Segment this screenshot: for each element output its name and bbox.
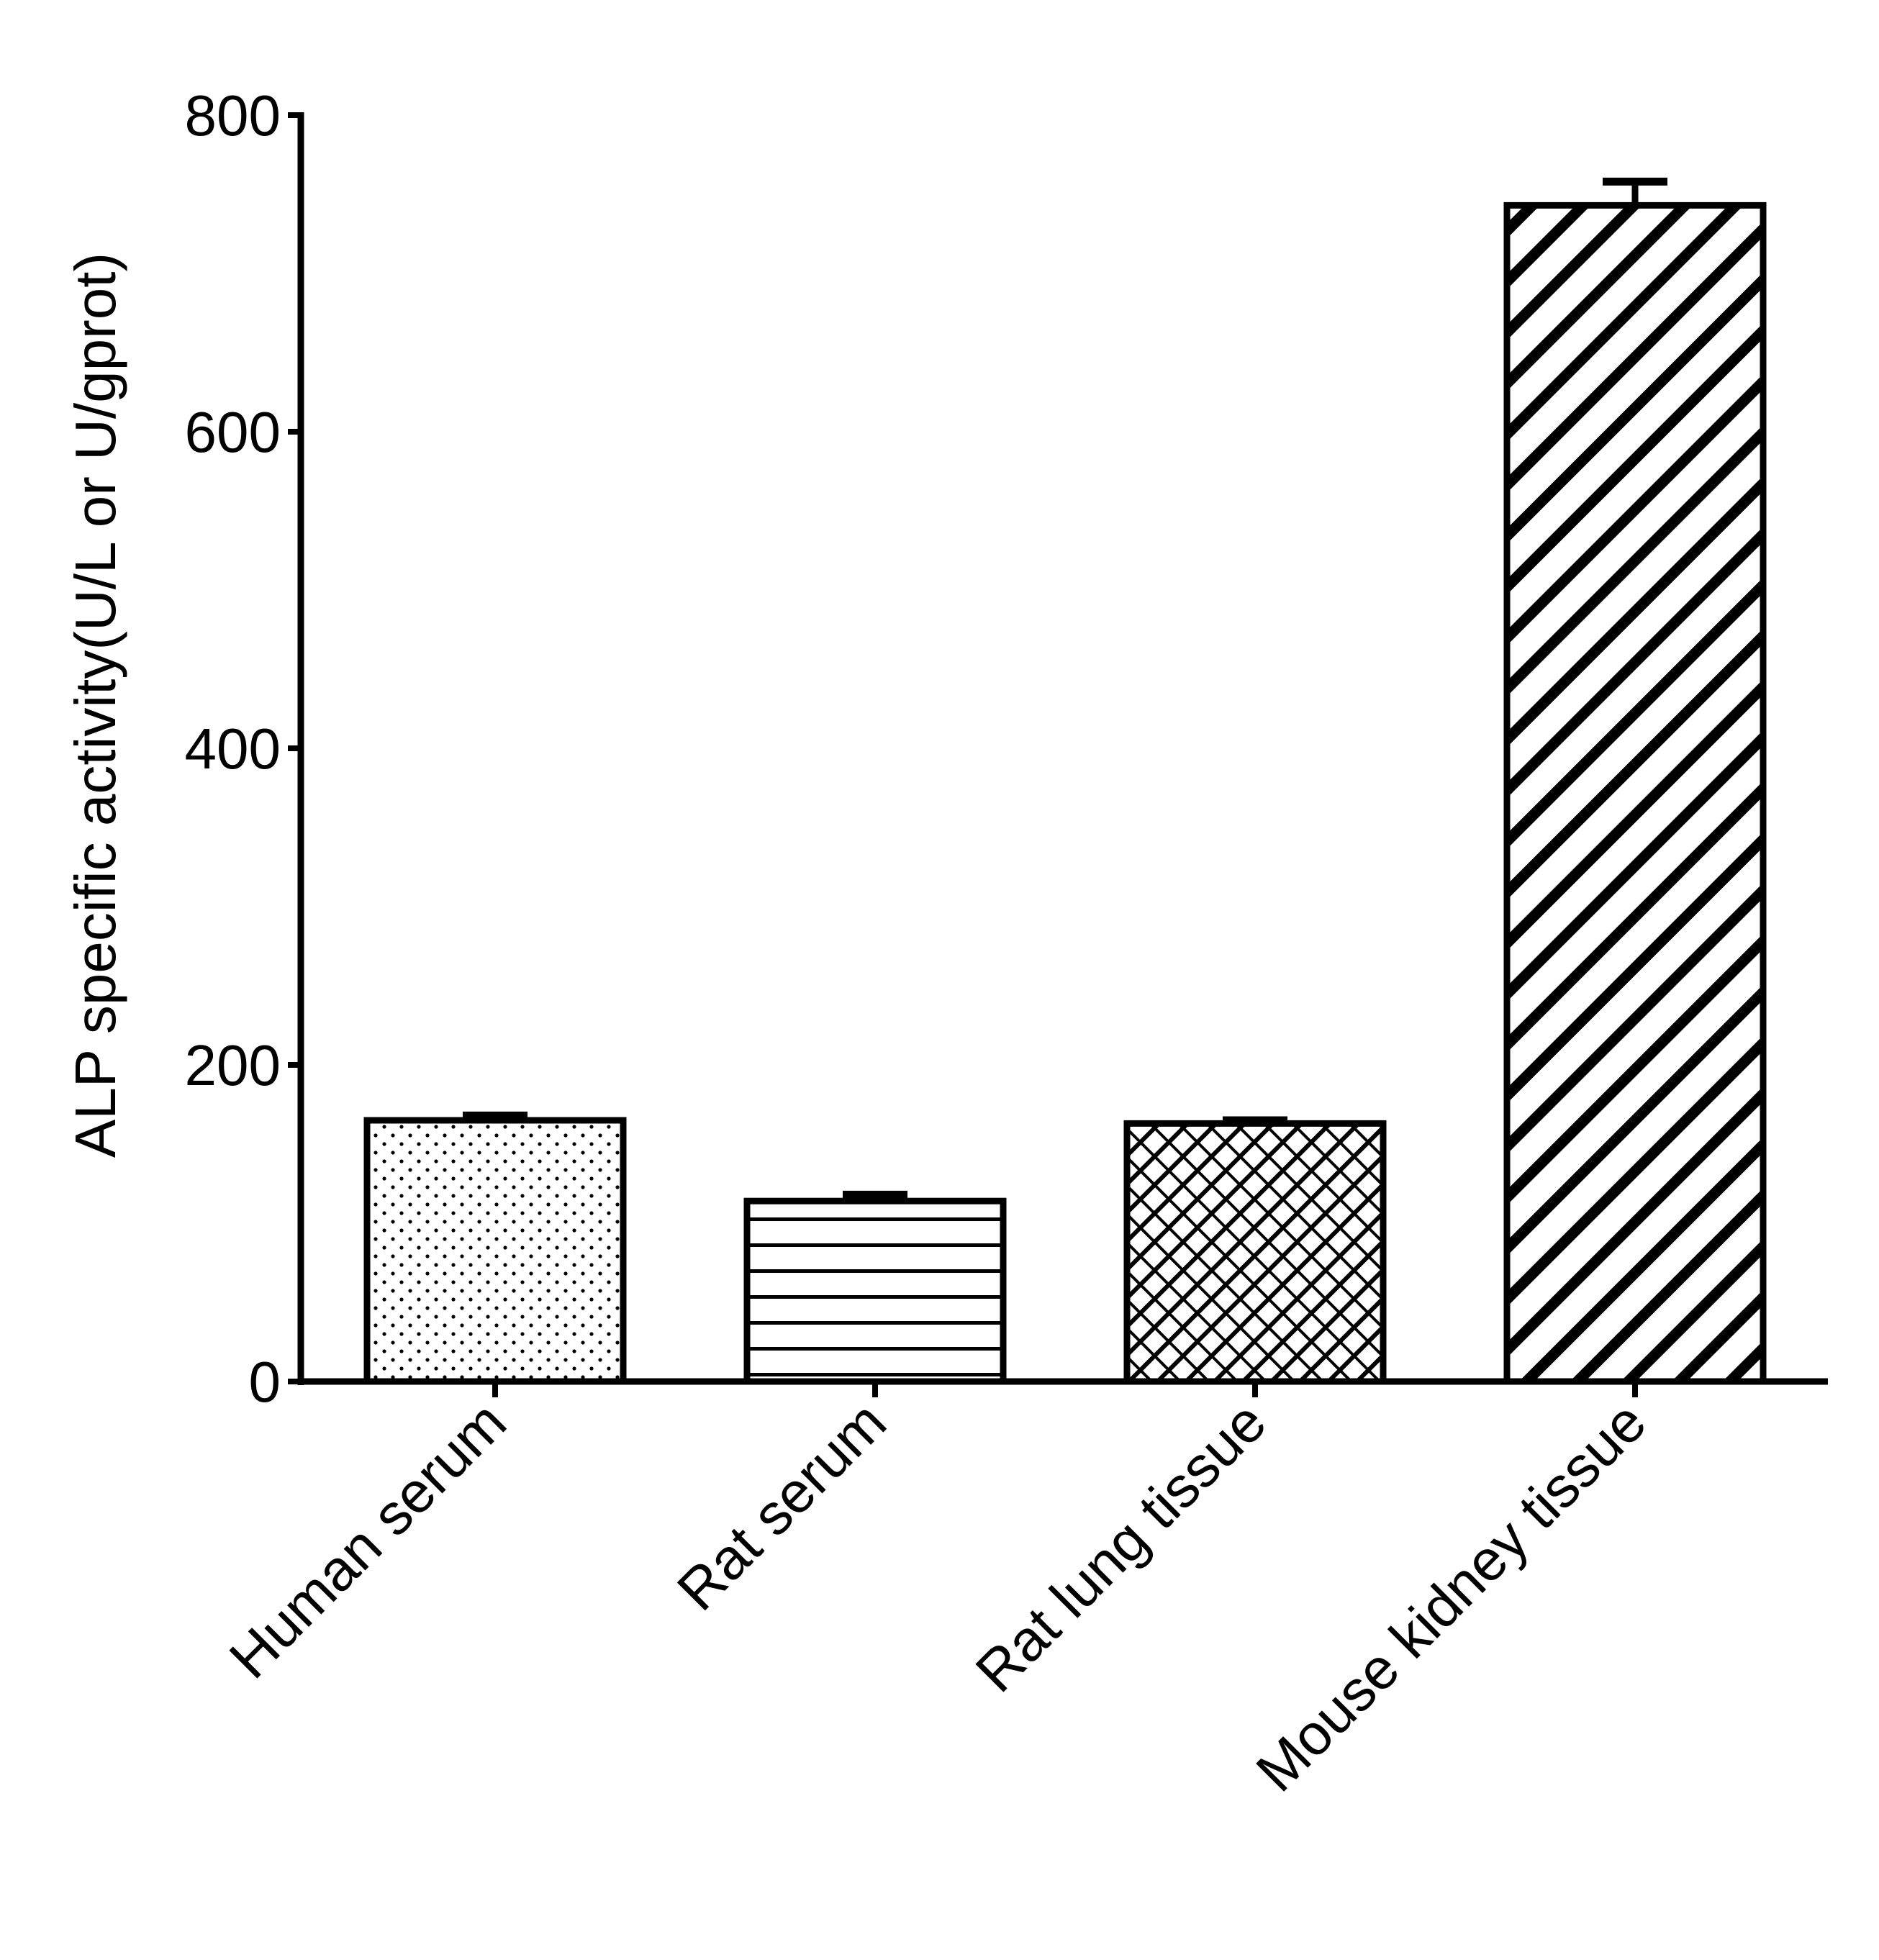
bar-rat-serum [743, 1197, 1007, 1385]
x-tick-label: Rat lung tissue [964, 1389, 1278, 1704]
y-tick-label: 400 [185, 717, 281, 781]
y-tick-label: 800 [185, 83, 281, 148]
error-bar [1223, 1116, 1287, 1125]
y-axis-title-group: ALP specific activity(U/L or U/gprot) [63, 253, 127, 1158]
y-axis-ticks: 0 200 400 600 800 [185, 83, 301, 1414]
axes [297, 112, 1828, 1385]
bar-mouse-kidney-tissue [1503, 201, 1767, 1385]
x-axis-ticks: Human serum Rat serum Rat lung tissueMouse… [217, 1381, 1658, 1804]
bar-rat-lung-tissue [1123, 1120, 1387, 1385]
bars [363, 201, 1767, 1385]
x-tick-label: Rat serum [665, 1389, 898, 1623]
error-bar [463, 1111, 528, 1120]
error-bar [843, 1190, 907, 1202]
y-tick-label: 200 [185, 1033, 281, 1097]
y-axis-title: ALP specific activity(U/L or U/gprot) [63, 253, 127, 1158]
x-tick-label: Human serum [217, 1389, 518, 1690]
bar-human-serum [363, 1117, 627, 1385]
x-tick-label: Mouse kidney tissue [1244, 1389, 1658, 1803]
error-bar [1603, 177, 1667, 206]
y-tick-label: 0 [249, 1350, 281, 1414]
y-tick-label: 600 [185, 400, 281, 464]
error-bars [463, 177, 1667, 1202]
